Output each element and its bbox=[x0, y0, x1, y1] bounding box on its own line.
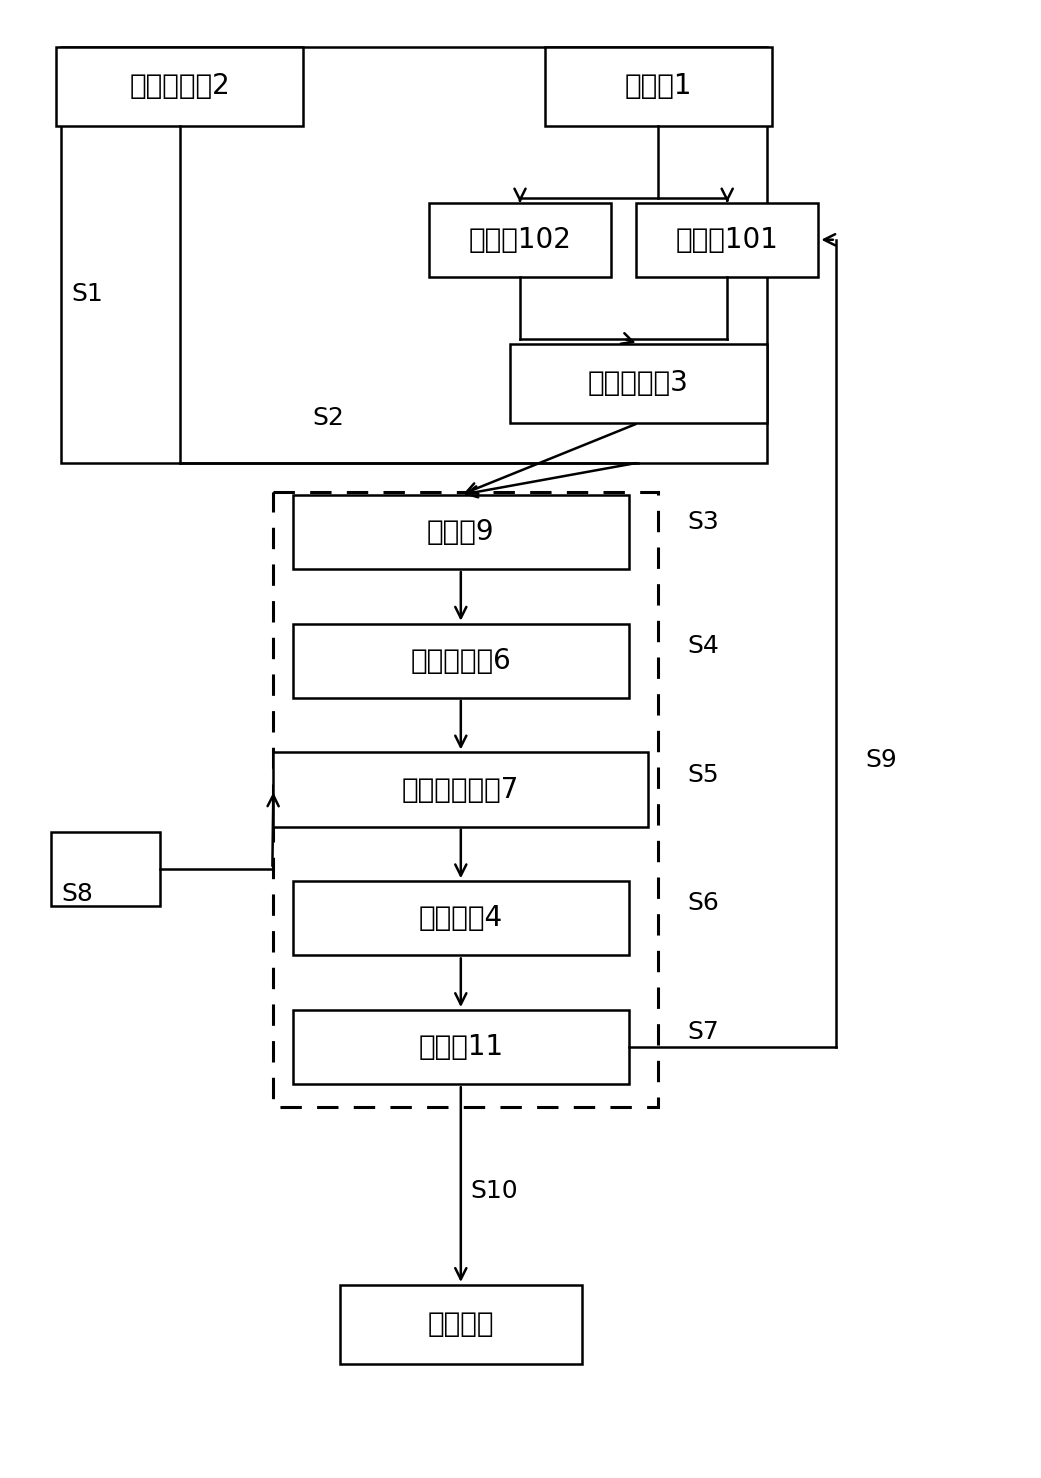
Text: 转换器9: 转换器9 bbox=[427, 517, 494, 545]
Bar bbox=[274, 492, 658, 1107]
Bar bbox=[51, 832, 160, 906]
Text: S3: S3 bbox=[688, 510, 719, 534]
Text: S8: S8 bbox=[61, 881, 93, 906]
Bar bbox=[294, 1009, 629, 1085]
Text: S2: S2 bbox=[312, 406, 345, 430]
Text: S9: S9 bbox=[865, 748, 897, 772]
Text: S7: S7 bbox=[688, 1020, 719, 1045]
Text: 控制芯片4: 控制芯片4 bbox=[418, 905, 503, 933]
Bar bbox=[61, 47, 766, 463]
Bar bbox=[636, 202, 818, 276]
Text: 通气阀1: 通气阀1 bbox=[625, 72, 692, 101]
Text: S6: S6 bbox=[688, 891, 719, 915]
Text: 脉搏传感器2: 脉搏传感器2 bbox=[129, 72, 230, 101]
Bar bbox=[429, 202, 611, 276]
Bar bbox=[544, 47, 771, 126]
Text: 进气口101: 进气口101 bbox=[676, 226, 779, 254]
Text: 计算存储器6: 计算存储器6 bbox=[410, 647, 511, 675]
Text: S5: S5 bbox=[688, 763, 719, 786]
Text: S1: S1 bbox=[71, 282, 103, 306]
Bar bbox=[274, 752, 649, 826]
Text: 流量传感器3: 流量传感器3 bbox=[588, 370, 689, 398]
Bar bbox=[56, 47, 303, 126]
Text: 控制阀11: 控制阀11 bbox=[418, 1033, 504, 1061]
Text: 出气口102: 出气口102 bbox=[468, 226, 572, 254]
Text: S10: S10 bbox=[471, 1179, 518, 1203]
Bar bbox=[340, 1284, 582, 1364]
Text: 后台系统: 后台系统 bbox=[428, 1311, 494, 1339]
Text: 模拟运算系统7: 模拟运算系统7 bbox=[402, 776, 519, 804]
Bar bbox=[294, 881, 629, 955]
Bar bbox=[294, 495, 629, 569]
Bar bbox=[510, 344, 766, 423]
Bar bbox=[294, 624, 629, 698]
Text: S4: S4 bbox=[688, 634, 719, 658]
